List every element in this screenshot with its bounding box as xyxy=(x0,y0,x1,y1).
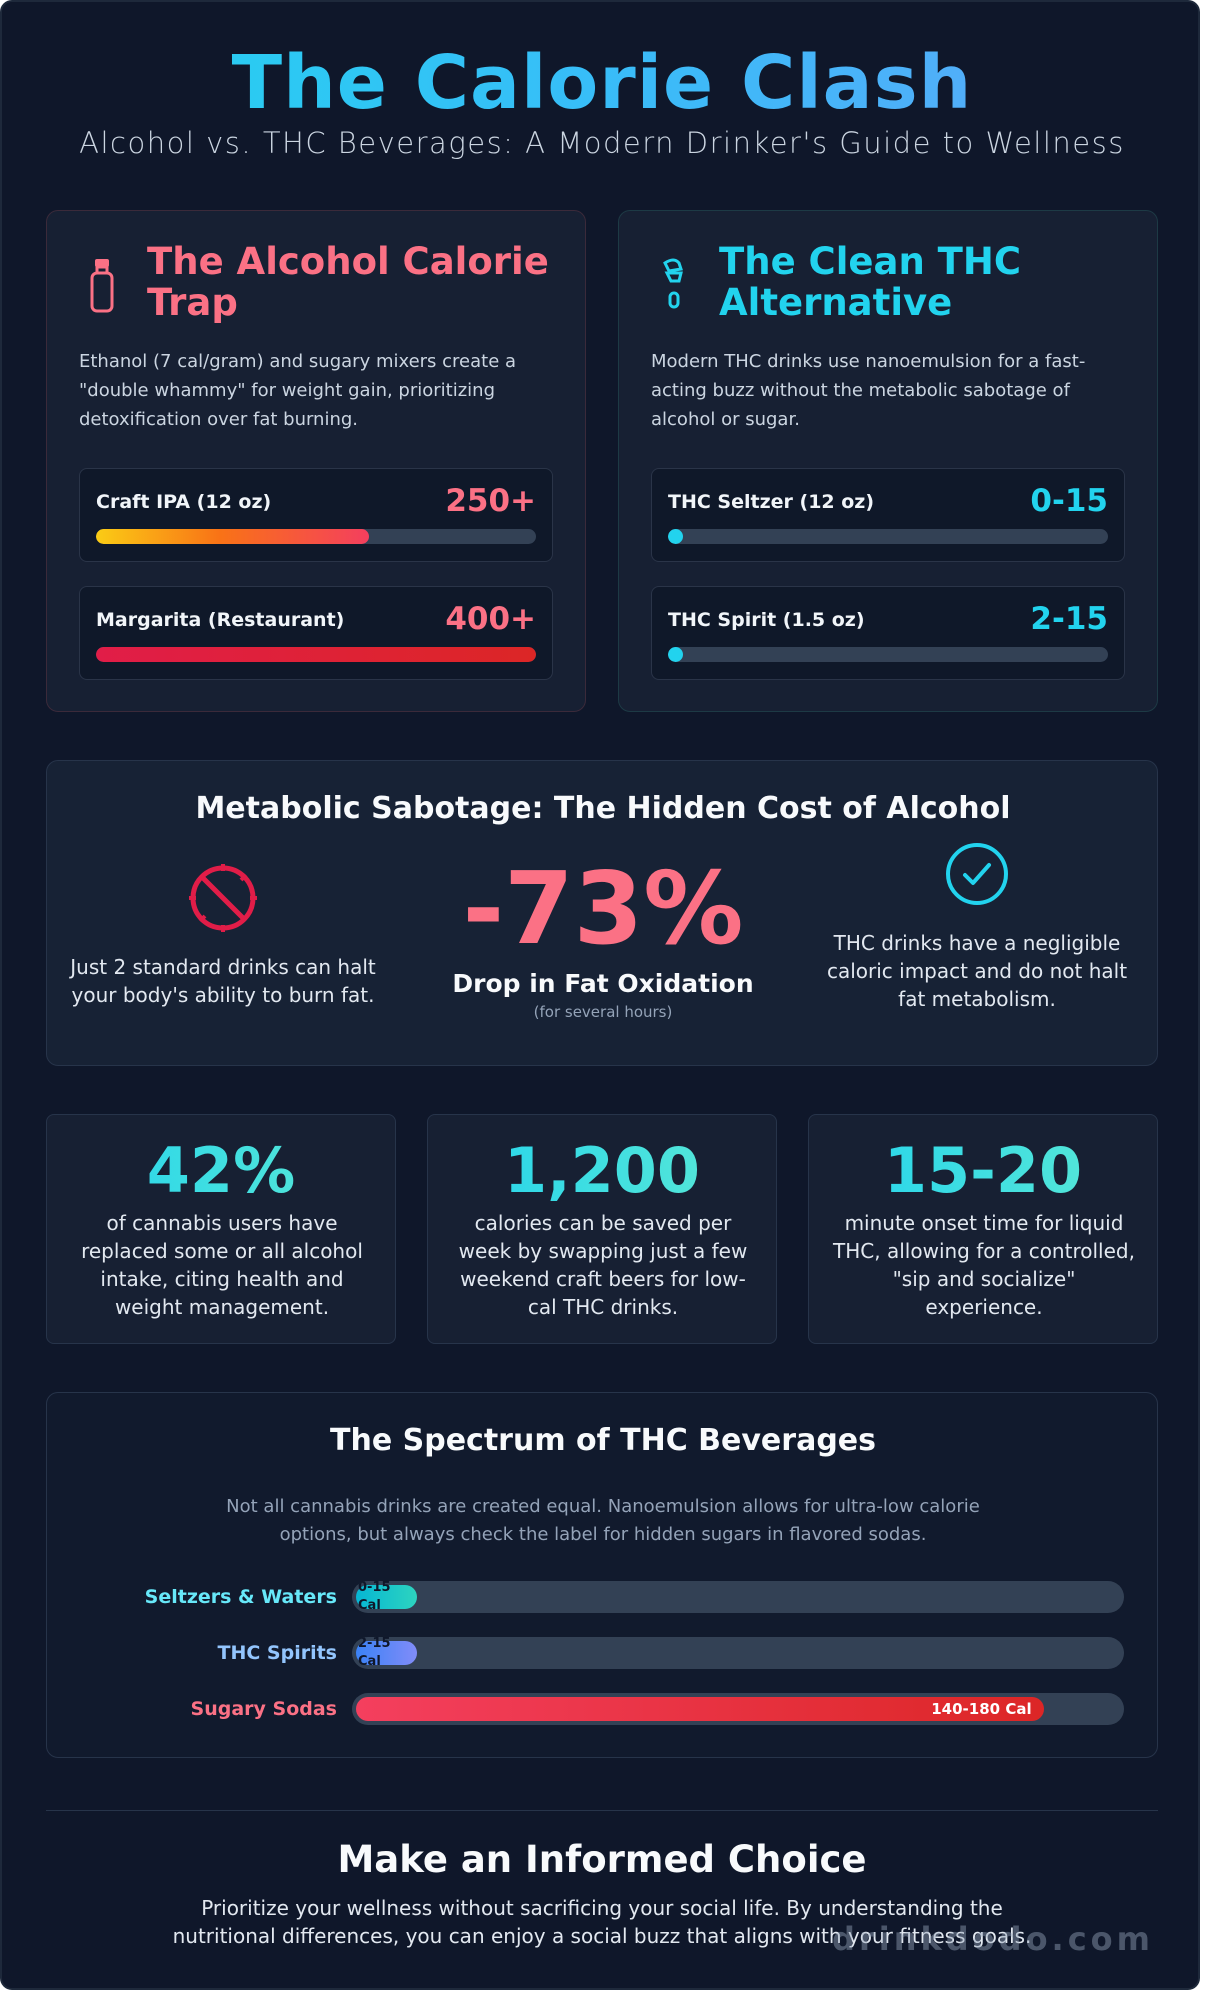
calorie-bar xyxy=(668,647,1108,662)
calorie-bar xyxy=(96,529,536,544)
stat-card-onset: 15-20 minute onset time for liquid THC, … xyxy=(808,1114,1158,1344)
spectrum-bar-fill: 0-15 Cal xyxy=(356,1581,418,1613)
drink-calories: 2-15 xyxy=(1030,601,1108,637)
spectrum-bar: 0-15 Cal xyxy=(352,1581,1124,1613)
calorie-bar xyxy=(668,529,1108,544)
spectrum-description: Not all cannabis drinks are created equa… xyxy=(226,1496,980,1545)
spectrum-value: 140-180 Cal xyxy=(931,1700,1032,1718)
spectrum-bar-fill: 2-15 Cal xyxy=(356,1637,418,1669)
drink-name: THC Seltzer (12 oz) xyxy=(668,491,875,513)
spectrum-row-seltzers: Seltzers & Waters 0-15 Cal xyxy=(47,1581,1159,1613)
stat-text: calories can be saved per week by swappi… xyxy=(458,1211,748,1319)
stat-value: 1,200 xyxy=(428,1133,776,1209)
footer-text: Prioritize your wellness without sacrifi… xyxy=(172,1896,1032,1948)
metabolic-right-text: THC drinks have a negligible caloric imp… xyxy=(826,931,1128,1011)
stat-text: of cannabis users have replaced some or … xyxy=(81,1211,363,1319)
drink-name: Craft IPA (12 oz) xyxy=(96,491,272,513)
spectrum-label: THC Spirits xyxy=(217,1642,338,1664)
calorie-bar-fill xyxy=(668,529,683,544)
metabolic-section: Metabolic Sabotage: The Hidden Cost of A… xyxy=(46,760,1158,1066)
stat-value: 15-20 xyxy=(809,1133,1157,1209)
divider xyxy=(46,1810,1158,1811)
spectrum-bar: 2-15 Cal xyxy=(352,1637,1124,1669)
metabolic-left-text: Just 2 standard drinks can halt your bod… xyxy=(70,955,376,1007)
spectrum-value: 2-15 Cal xyxy=(358,1637,391,1669)
spectrum-row-spirits: THC Spirits 2-15 Cal xyxy=(47,1637,1159,1669)
drink-row-margarita: Margarita (Restaurant) 400+ xyxy=(79,586,553,680)
spectrum-label: Seltzers & Waters xyxy=(144,1586,337,1608)
spectrum-bar-fill: 140-180 Cal xyxy=(356,1697,1044,1721)
calorie-bar-fill xyxy=(96,647,536,662)
stat-text: minute onset time for liquid THC, allowi… xyxy=(833,1211,1135,1319)
drink-row-craft-ipa: Craft IPA (12 oz) 250+ xyxy=(79,468,553,562)
calorie-bar-fill xyxy=(668,647,683,662)
flask-icon xyxy=(663,258,683,309)
thc-card-description: Modern THC drinks use nanoemulsion for a… xyxy=(651,351,1086,430)
drink-calories: 400+ xyxy=(445,601,536,637)
spectrum-bar: 140-180 Cal xyxy=(352,1693,1124,1725)
stat-card-calories: 1,200 calories can be saved per week by … xyxy=(427,1114,777,1344)
footer-title: Make an Informed Choice xyxy=(337,1838,867,1881)
no-burn-icon xyxy=(189,864,257,932)
alcohol-card-description: Ethanol (7 cal/gram) and sugary mixers c… xyxy=(79,351,517,430)
fat-oxidation-label: Drop in Fat Oxidation xyxy=(452,969,754,998)
calorie-bar xyxy=(96,647,536,662)
spectrum-title: The Spectrum of THC Beverages xyxy=(330,1423,876,1458)
spectrum-label: Sugary Sodas xyxy=(190,1698,337,1720)
drink-name: THC Spirit (1.5 oz) xyxy=(668,609,865,631)
spectrum-section: The Spectrum of THC Beverages Not all ca… xyxy=(46,1392,1158,1758)
metabolic-title: Metabolic Sabotage: The Hidden Cost of A… xyxy=(195,791,1011,826)
check-circle-icon xyxy=(946,843,1008,905)
drink-calories: 250+ xyxy=(445,483,536,519)
calorie-bar-fill xyxy=(96,529,369,544)
spectrum-row-sodas: Sugary Sodas 140-180 Cal xyxy=(47,1693,1159,1725)
metabolic-right: THC drinks have a negligible caloric imp… xyxy=(817,843,1137,1013)
fat-oxidation-stat: -73% xyxy=(462,850,744,967)
page-title: The Calorie Clash xyxy=(2,40,1198,126)
stat-value: 42% xyxy=(47,1133,395,1209)
spectrum-value: 0-15 Cal xyxy=(358,1581,391,1613)
bottle-icon xyxy=(90,259,114,313)
stat-card-users: 42% of cannabis users have replaced some… xyxy=(46,1114,396,1344)
fat-oxidation-note: (for several hours) xyxy=(533,1003,673,1021)
metabolic-left: Just 2 standard drinks can halt your bod… xyxy=(63,861,383,1009)
alcohol-card: The Alcohol Calorie Trap Ethanol (7 cal/… xyxy=(46,210,586,712)
alcohol-card-title: The Alcohol Calorie Trap xyxy=(147,240,549,324)
drink-row-thc-spirit: THC Spirit (1.5 oz) 2-15 xyxy=(651,586,1125,680)
page-subtitle: Alcohol vs. THC Beverages: A Modern Drin… xyxy=(79,126,1125,160)
drink-calories: 0-15 xyxy=(1030,483,1108,519)
drink-name: Margarita (Restaurant) xyxy=(96,609,345,631)
watermark: drinkdodo.com xyxy=(832,1920,1154,1958)
thc-card: The Clean THC Alternative Modern THC dri… xyxy=(618,210,1158,712)
thc-card-title: The Clean THC Alternative xyxy=(719,240,1022,324)
drink-row-thc-seltzer: THC Seltzer (12 oz) 0-15 xyxy=(651,468,1125,562)
